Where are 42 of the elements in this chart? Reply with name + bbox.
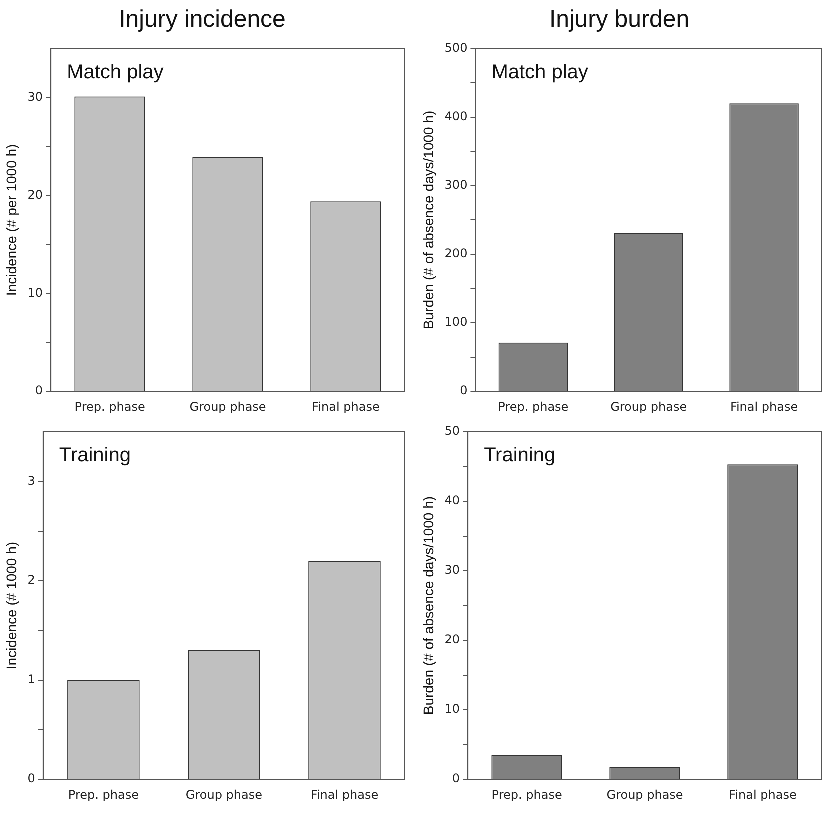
annotation: Training xyxy=(59,444,131,467)
y-tick-label: 0 xyxy=(35,384,44,398)
y-tick-label: 3 xyxy=(28,474,36,488)
y-axis-title: Burden (# of absence days/1000 h) xyxy=(420,496,436,716)
y-tick-label: 50 xyxy=(444,424,460,438)
x-tick-label: Prep. phase xyxy=(492,788,562,802)
y-axis-title: Incidence (# per 1000 h) xyxy=(3,144,20,296)
chart-title: Injury burden xyxy=(549,6,690,34)
y-tick-label: 2 xyxy=(28,573,36,588)
x-tick-label: Group phase xyxy=(190,400,266,414)
y-tick-label: 0 xyxy=(28,772,36,786)
y-tick-label: 20 xyxy=(444,632,460,647)
y-tick-label: 0 xyxy=(452,772,460,786)
y-tick-label: 0 xyxy=(460,384,468,398)
x-tick-label: Final phase xyxy=(729,788,797,802)
y-axis-title: Incidence (# 1000 h) xyxy=(3,542,20,670)
y-tick-label: 300 xyxy=(444,178,468,192)
x-tick-label: Prep. phase xyxy=(498,400,569,414)
annotation: Training xyxy=(484,444,556,467)
y-tick-label: 500 xyxy=(444,40,468,55)
annotation: Match play xyxy=(67,61,164,84)
y-tick-label: 20 xyxy=(28,188,44,202)
x-tick-label: Group phase xyxy=(186,788,262,802)
x-tick-label: Prep. phase xyxy=(74,400,146,414)
x-tick-label: Final phase xyxy=(310,788,379,802)
y-tick-label: 30 xyxy=(28,90,44,104)
x-tick-label: Final phase xyxy=(312,400,380,414)
y-tick-label: 1 xyxy=(28,672,36,686)
x-tick-label: Prep. phase xyxy=(68,788,139,802)
x-tick-label: Group phase xyxy=(606,788,684,802)
y-tick-label: 400 xyxy=(444,109,468,124)
y-tick-label: 10 xyxy=(444,702,460,716)
y-tick-label: 40 xyxy=(444,494,460,508)
y-tick-label: 30 xyxy=(444,563,460,578)
x-tick-label: Group phase xyxy=(610,400,688,414)
y-tick-label: 200 xyxy=(444,246,468,261)
annotation: Match play xyxy=(492,61,588,84)
chart-title: Injury incidence xyxy=(119,6,286,34)
y-axis-title: Burden (# of absence days/1000 h) xyxy=(420,110,436,330)
x-tick-label: Final phase xyxy=(730,400,798,414)
y-tick-label: 100 xyxy=(444,315,468,330)
y-tick-label: 10 xyxy=(28,286,44,300)
